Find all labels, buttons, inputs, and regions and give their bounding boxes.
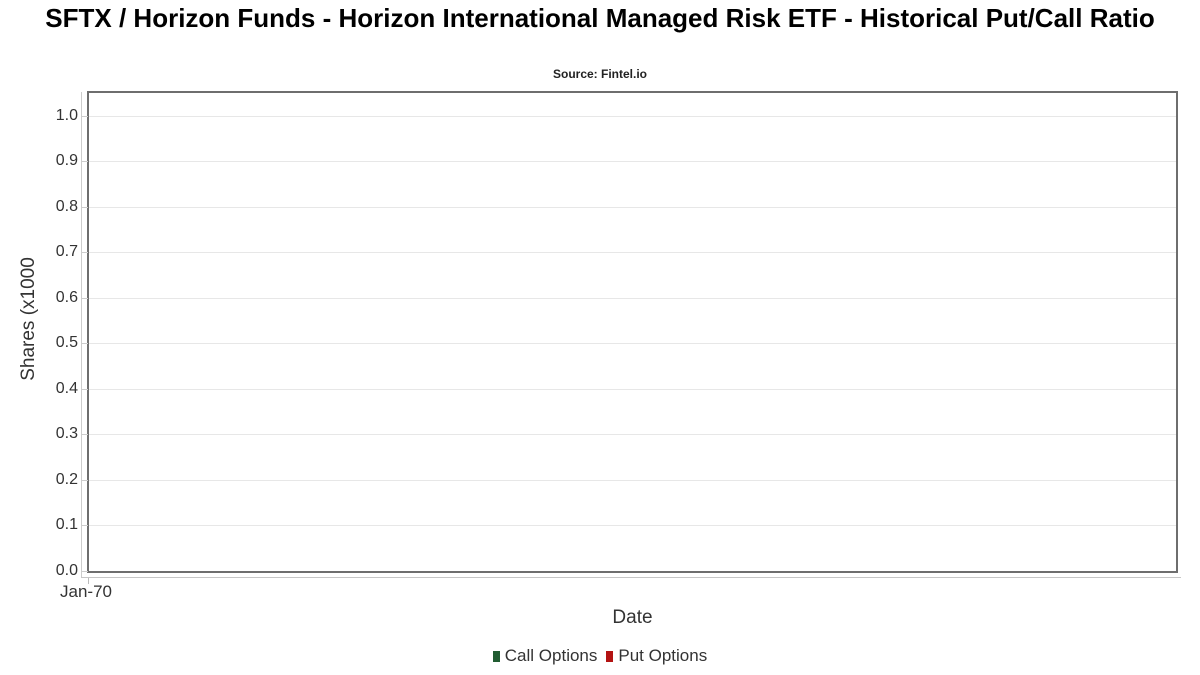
y-tick-label: 0.3: [55, 425, 78, 443]
y-tick-mark: [81, 388, 88, 390]
x-tick-label: Jan-70: [60, 582, 112, 601]
y-axis-line: [81, 92, 82, 578]
gridline: [89, 479, 1176, 481]
y-tick-label: 0.9: [55, 152, 78, 170]
legend: Call Options Put Options: [0, 646, 1200, 666]
gridline: [89, 388, 1176, 390]
y-tick-label: 0.1: [55, 516, 78, 534]
plot-area: [87, 91, 1178, 573]
gridline: [89, 343, 1176, 345]
x-tick-mark: [88, 578, 89, 584]
call-options-swatch-icon: [492, 650, 500, 662]
x-axis-line: [81, 577, 1181, 578]
y-tick-mark: [81, 525, 88, 527]
y-tick-mark: [81, 571, 88, 572]
y-tick-label: 0.4: [55, 379, 78, 397]
y-tick-label: 0.0: [55, 562, 78, 579]
legend-label-call-options: Call Options: [504, 646, 598, 665]
y-tick-label: 0.8: [55, 197, 78, 215]
y-tick-label: 0.2: [55, 470, 78, 488]
gridline: [89, 206, 1176, 208]
x-axis-title: Date: [612, 607, 653, 628]
gridline: [89, 434, 1176, 436]
y-tick-mark: [81, 343, 88, 345]
gridline: [89, 525, 1176, 527]
gridline: [89, 161, 1176, 163]
y-tick-mark: [81, 297, 88, 299]
y-tick-mark: [81, 161, 88, 163]
chart-title: SFTX / Horizon Funds - Horizon Internati…: [45, 3, 1155, 33]
y-tick-label: 0.6: [55, 288, 78, 306]
y-tick-label: 1.0: [55, 106, 78, 124]
y-tick-mark: [81, 115, 88, 117]
y-tick-mark: [81, 479, 88, 481]
y-tick-label: 0.7: [55, 243, 78, 261]
legend-item-call-options: Call Options: [492, 646, 598, 666]
legend-item-put-options: Put Options: [606, 646, 707, 666]
gridline: [89, 252, 1176, 254]
y-tick-mark: [81, 206, 88, 208]
gridline: [89, 297, 1176, 299]
y-tick-mark: [81, 434, 88, 436]
y-axis-title: Shares (x1000: [18, 257, 39, 381]
y-tick-label: 0.5: [55, 334, 78, 352]
put-options-swatch-icon: [606, 650, 614, 662]
chart-source: Source: Fintel.io: [552, 67, 647, 81]
y-tick-mark: [81, 252, 88, 254]
legend-label-put-options: Put Options: [618, 646, 708, 665]
gridline: [89, 115, 1176, 117]
